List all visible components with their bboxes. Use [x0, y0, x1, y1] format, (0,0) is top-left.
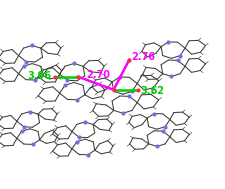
Text: 3.96: 3.96: [28, 71, 52, 81]
Text: 3.62: 3.62: [141, 86, 165, 96]
Text: 2.76: 2.76: [132, 52, 156, 62]
Text: 2.70: 2.70: [87, 70, 111, 80]
